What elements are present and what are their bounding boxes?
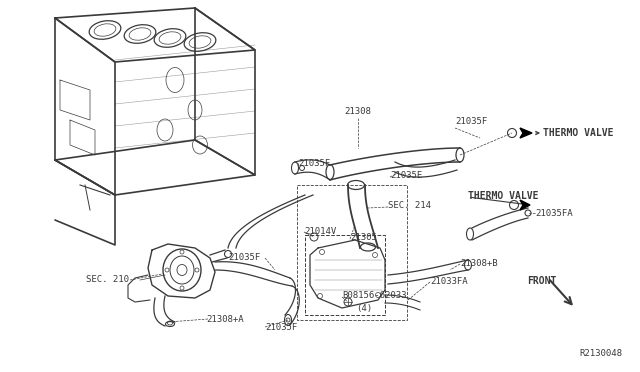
Text: (4): (4) (356, 304, 372, 312)
Text: 21033FA: 21033FA (430, 278, 468, 286)
Text: 21035E: 21035E (390, 170, 422, 180)
Text: 21305: 21305 (350, 234, 377, 243)
Ellipse shape (326, 164, 334, 180)
Text: B08156-62033: B08156-62033 (342, 292, 406, 301)
Polygon shape (520, 200, 530, 210)
Text: 21308: 21308 (344, 108, 371, 116)
Text: SEC. 210: SEC. 210 (86, 276, 129, 285)
Ellipse shape (291, 162, 298, 174)
Ellipse shape (465, 260, 472, 270)
Text: 21308+A: 21308+A (206, 315, 244, 324)
Text: FRONT: FRONT (527, 276, 556, 286)
Bar (297, 185, 407, 320)
Ellipse shape (285, 314, 291, 326)
Text: THERMO VALVE: THERMO VALVE (543, 128, 614, 138)
Text: 21035F: 21035F (265, 323, 297, 331)
Text: 21014V: 21014V (304, 228, 336, 237)
Text: 21035F: 21035F (228, 253, 260, 263)
Polygon shape (520, 128, 532, 138)
Ellipse shape (166, 321, 175, 327)
Bar (305, 235, 385, 315)
Text: 21308+B: 21308+B (460, 259, 498, 267)
Ellipse shape (348, 180, 365, 189)
Text: THERMO VALVE: THERMO VALVE (468, 191, 538, 201)
Text: 21035FA: 21035FA (535, 208, 573, 218)
Text: R2130048: R2130048 (579, 349, 622, 358)
Text: 21035F: 21035F (455, 118, 487, 126)
Text: SEC. 214: SEC. 214 (388, 202, 431, 211)
Ellipse shape (360, 243, 376, 251)
Ellipse shape (467, 228, 474, 240)
Text: 21035F: 21035F (298, 158, 330, 167)
Ellipse shape (456, 148, 464, 162)
